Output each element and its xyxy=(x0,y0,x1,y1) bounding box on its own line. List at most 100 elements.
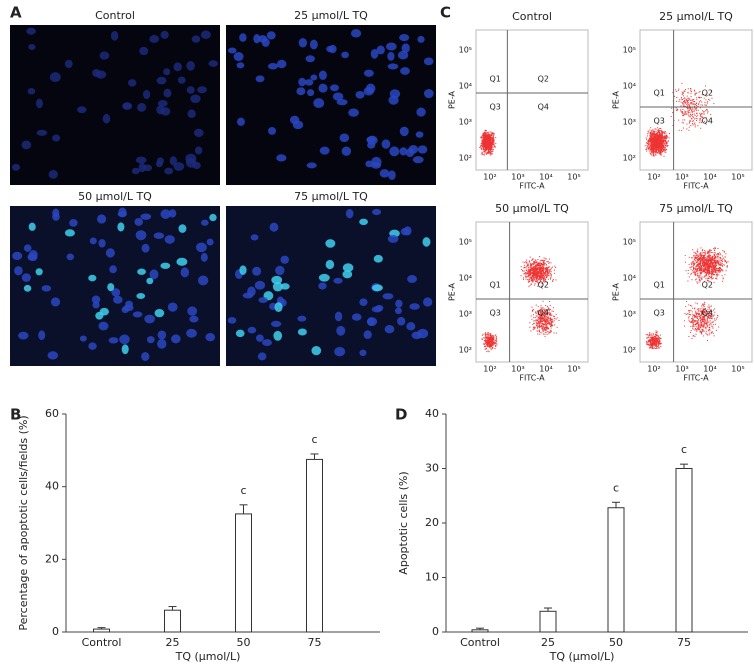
event xyxy=(491,132,492,133)
event xyxy=(652,147,653,148)
event xyxy=(653,334,654,335)
nucleus xyxy=(348,109,359,117)
event xyxy=(483,148,484,149)
event xyxy=(549,332,550,333)
event xyxy=(526,276,527,277)
event xyxy=(658,137,659,138)
nucleus xyxy=(270,223,279,232)
event xyxy=(658,129,659,130)
y-tick-label: 10⁵ xyxy=(623,46,636,55)
event xyxy=(537,325,538,326)
nucleus xyxy=(26,28,35,35)
event xyxy=(484,148,485,149)
micrograph xyxy=(226,25,436,185)
event xyxy=(711,271,712,272)
event xyxy=(543,329,544,330)
event xyxy=(684,119,685,120)
nucleus xyxy=(195,146,202,154)
event xyxy=(698,264,699,265)
event xyxy=(540,269,541,270)
event xyxy=(481,154,482,155)
event xyxy=(699,279,700,280)
event xyxy=(650,141,651,142)
event xyxy=(533,266,534,267)
event xyxy=(652,342,653,343)
event xyxy=(548,273,549,274)
nucleus xyxy=(163,68,170,75)
event xyxy=(650,337,651,338)
nucleus xyxy=(117,222,124,231)
event xyxy=(697,281,698,282)
nucleus xyxy=(36,99,43,109)
event xyxy=(697,255,698,256)
event xyxy=(653,150,654,151)
event xyxy=(692,100,693,101)
event xyxy=(663,146,664,147)
x-tick-label: 10³ xyxy=(511,365,524,374)
event xyxy=(668,140,669,141)
event xyxy=(684,97,685,98)
x-tick-label: 10⁵ xyxy=(567,173,580,182)
event xyxy=(653,333,654,334)
event xyxy=(528,267,529,268)
event xyxy=(700,252,701,253)
event xyxy=(671,108,672,109)
event xyxy=(723,264,724,265)
event xyxy=(663,141,664,142)
nucleus xyxy=(161,107,171,116)
event xyxy=(659,152,660,153)
nucleus xyxy=(36,268,43,275)
event xyxy=(692,108,693,109)
event xyxy=(542,266,543,267)
event xyxy=(698,255,699,256)
event xyxy=(543,318,544,319)
event xyxy=(654,141,655,142)
event xyxy=(526,279,527,280)
nucleus xyxy=(258,352,267,360)
nucleus xyxy=(49,170,58,179)
event xyxy=(696,120,697,121)
nucleus xyxy=(388,235,399,243)
event xyxy=(484,140,485,141)
image-title: 50 μmol/L TQ xyxy=(78,190,152,203)
events xyxy=(479,130,496,156)
nucleus xyxy=(18,332,28,340)
event xyxy=(541,332,542,333)
event xyxy=(545,325,546,326)
event xyxy=(652,141,653,142)
event xyxy=(487,340,488,341)
nucleus xyxy=(382,139,391,148)
event xyxy=(659,347,660,348)
event xyxy=(543,277,544,278)
nucleus xyxy=(146,278,153,284)
y-axis-label: PE-A xyxy=(612,90,621,109)
event xyxy=(692,123,693,124)
event xyxy=(492,345,493,346)
nucleus xyxy=(113,296,123,304)
event xyxy=(657,344,658,345)
nucleus xyxy=(187,109,195,117)
nucleus xyxy=(134,218,142,226)
event xyxy=(656,151,657,152)
event xyxy=(543,275,544,276)
event xyxy=(531,284,532,285)
event xyxy=(691,110,692,111)
nucleus xyxy=(187,306,197,315)
event xyxy=(650,153,651,154)
event xyxy=(717,274,718,275)
event xyxy=(692,114,693,115)
event xyxy=(555,267,556,268)
nucleus xyxy=(276,154,286,161)
event xyxy=(701,266,702,267)
event xyxy=(712,256,713,257)
event xyxy=(526,270,527,271)
event xyxy=(680,105,681,106)
nucleus xyxy=(149,35,159,43)
event xyxy=(690,100,691,101)
event xyxy=(488,151,489,152)
events xyxy=(481,256,559,352)
event xyxy=(697,118,698,119)
event xyxy=(683,103,684,104)
event xyxy=(526,266,527,267)
event xyxy=(537,272,538,273)
